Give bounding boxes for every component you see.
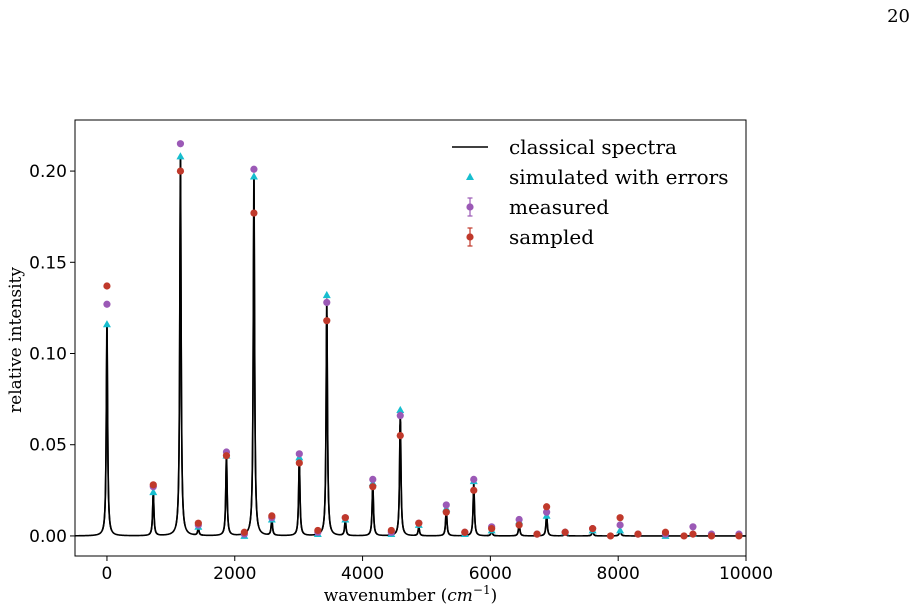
sampled-point <box>415 519 423 527</box>
sampled-point <box>543 503 551 511</box>
simulated-with-errors-point <box>616 526 625 534</box>
classical-spectra-legend-label: classical spectra <box>509 135 677 159</box>
simulated-with-errors-point <box>396 405 405 413</box>
sampled-point <box>515 521 523 529</box>
sampled-point <box>470 486 478 494</box>
sampled-point <box>250 209 258 217</box>
measured-point <box>250 165 258 173</box>
classical-spectra-line <box>75 158 746 537</box>
axes: 0 2000 4000 6000 8000 10000 0.00 0.05 0.10 0.15 0.… <box>6 119 773 606</box>
simulated-with-errors-legend-label: simulated with errors <box>509 165 728 189</box>
sampled-point <box>735 532 743 540</box>
legend: classical spectra simulated with errors me… <box>452 135 728 249</box>
sampled-point <box>323 317 331 325</box>
simulated-with-errors-legend-swatch <box>466 172 474 180</box>
x-axis-label: wavenumber (cm−1) <box>324 583 497 606</box>
sampled-point <box>194 519 202 527</box>
y-axis-label: relative intensity <box>6 267 26 413</box>
y-tick-label: 0.05 <box>29 436 67 456</box>
sampled-point <box>461 528 469 536</box>
axes-frame <box>74 119 747 557</box>
measured-point <box>103 300 111 308</box>
sampled-point <box>442 508 450 516</box>
measured-point <box>323 298 331 307</box>
sampled-point <box>314 526 322 535</box>
measured-point <box>515 515 523 524</box>
simulated-with-errors-point <box>149 487 158 496</box>
sampled-point <box>341 514 349 522</box>
measured-point <box>470 475 478 483</box>
sampled-legend-swatch <box>466 233 474 241</box>
sampled-point <box>689 530 697 538</box>
sampled-point <box>589 525 597 533</box>
sampled-point <box>561 528 569 536</box>
sampled-point <box>396 431 404 440</box>
x-tick-label: 8000 <box>597 564 640 584</box>
sampled-point <box>149 481 157 489</box>
sampled-point <box>488 525 496 533</box>
measured-point <box>369 475 377 483</box>
measured-legend-label: measured <box>509 195 609 219</box>
measured-point <box>176 140 185 148</box>
sampled-point <box>240 528 248 536</box>
sampled-point <box>616 514 624 522</box>
sampled-point <box>634 530 642 538</box>
measured-point <box>543 508 551 516</box>
sampled-point <box>680 532 688 540</box>
sampled-point <box>222 452 231 460</box>
page-number: 20 <box>887 6 910 27</box>
simulated-with-errors-point <box>176 152 185 160</box>
measured-legend-swatch <box>466 203 474 211</box>
x-tick-label: 6000 <box>469 564 512 584</box>
sampled-point <box>707 532 716 540</box>
sampled-point <box>533 530 541 538</box>
sampled-legend-label: sampled <box>509 225 594 249</box>
measured-point <box>616 521 624 529</box>
y-tick-label: 0.00 <box>29 527 67 547</box>
measured-point <box>689 523 697 531</box>
simulated-with-errors-point <box>322 290 331 299</box>
sampled-point <box>606 532 615 540</box>
measured-point <box>442 501 450 509</box>
sampled-point <box>369 483 377 491</box>
y-tick-label: 0.20 <box>29 162 67 182</box>
sampled-point <box>661 528 670 536</box>
plot-area <box>75 140 746 540</box>
x-tick-label: 0 <box>102 564 113 584</box>
measured-point <box>295 450 303 458</box>
simulated-with-errors-point <box>249 172 258 180</box>
sampled-point <box>387 526 395 535</box>
sampled-point <box>103 282 111 290</box>
simulated-with-errors-point <box>102 320 111 328</box>
y-tick-label: 0.15 <box>29 253 67 273</box>
x-tick-label: 4000 <box>341 564 384 584</box>
sampled-point <box>176 167 185 175</box>
x-tick-label: 10000 <box>719 564 773 584</box>
y-tick-label: 0.10 <box>29 345 67 365</box>
sampled-point <box>268 512 276 520</box>
measured-point <box>396 411 404 420</box>
x-tick-label: 2000 <box>213 564 256 584</box>
sampled-point <box>295 459 303 467</box>
